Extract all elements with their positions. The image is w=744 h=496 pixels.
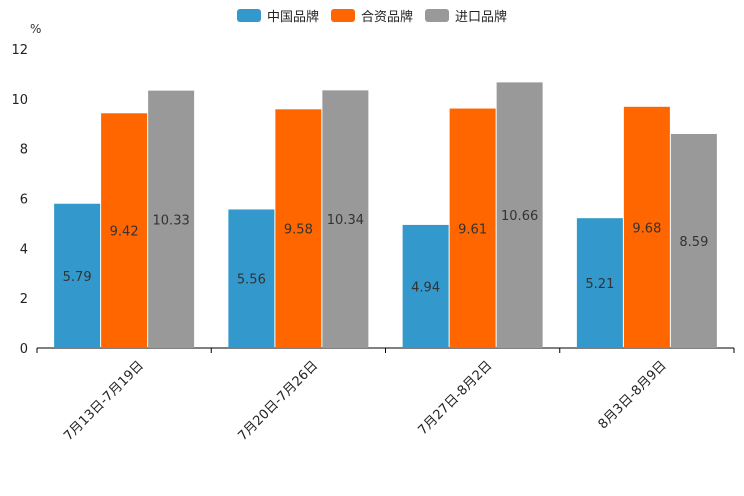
y-tick-label-2: 4 — [20, 242, 28, 257]
legend-swatch-import — [425, 9, 449, 22]
x-tick-label-0: 7月13日-7月19日 — [61, 358, 147, 444]
y-tick-label-0: 0 — [20, 342, 28, 357]
bar-3-1 — [623, 106, 670, 348]
data-label-3-2: 8.59 — [679, 235, 708, 250]
bar-0-2 — [148, 90, 195, 348]
bar-1-0 — [228, 209, 275, 348]
legend-label-china: 中国品牌 — [266, 10, 319, 25]
legend-item-china[interactable]: 中国品牌 — [236, 6, 319, 25]
x-tick-label-1: 7月20日-7月26日 — [235, 358, 321, 444]
legend-label-jv: 合资品牌 — [360, 10, 413, 25]
bar-1-2 — [322, 90, 369, 348]
data-label-2-1: 9.61 — [458, 222, 487, 237]
y-tick-label-1: 2 — [20, 292, 28, 307]
data-label-1-2: 10.34 — [327, 213, 364, 228]
data-label-0-0: 5.79 — [63, 270, 92, 285]
data-label-0-2: 10.33 — [153, 213, 190, 228]
bar-2-2 — [496, 82, 543, 348]
bar-1-1 — [275, 109, 322, 348]
bar-2-1 — [449, 108, 496, 348]
data-label-2-2: 10.66 — [501, 209, 538, 224]
data-label-0-1: 9.42 — [110, 225, 139, 240]
y-tick-label-6: 12 — [11, 43, 28, 58]
bar-2-0 — [402, 224, 449, 348]
y-tick-label-5: 10 — [11, 93, 28, 108]
data-label-1-0: 5.56 — [237, 273, 266, 288]
data-label-2-0: 4.94 — [411, 280, 440, 295]
legend-swatch-china — [236, 9, 261, 22]
legend-label-import: 进口品牌 — [455, 10, 508, 25]
bar-3-0 — [576, 218, 623, 348]
bar-0-0 — [54, 203, 101, 348]
y-tick-label-3: 6 — [20, 193, 28, 208]
legend-item-jv[interactable]: 合资品牌 — [330, 6, 413, 25]
bar-0-1 — [101, 113, 148, 348]
data-label-3-0: 5.21 — [585, 277, 614, 292]
legend-swatch-jv — [330, 9, 355, 22]
y-tick-label-4: 8 — [20, 143, 28, 158]
data-label-3-1: 9.68 — [632, 221, 661, 236]
x-tick-label-3: 8月3日-8月9日 — [596, 358, 670, 432]
bar-3-2 — [670, 133, 717, 348]
y-axis-unit: % — [30, 22, 42, 36]
legend-item-import[interactable]: 进口品牌 — [425, 6, 507, 25]
legend: 中国品牌 合资品牌 进口品牌 — [0, 6, 744, 25]
data-label-1-1: 9.58 — [284, 223, 313, 238]
x-tick-label-2: 7月27日-8月2日 — [416, 358, 496, 438]
